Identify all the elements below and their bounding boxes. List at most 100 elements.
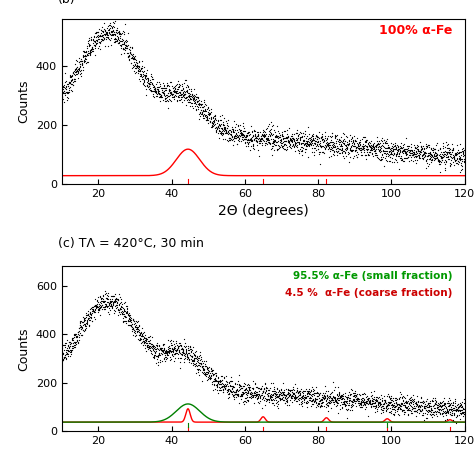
Point [339, 137, 347, 145]
Point [214, 389, 222, 396]
Point [242, 384, 249, 392]
Point [412, 407, 420, 414]
Point [316, 403, 324, 411]
Point [73, 71, 81, 78]
Point [81, 316, 89, 324]
Point [138, 324, 146, 332]
Point [207, 373, 215, 380]
Point [327, 136, 335, 144]
Point [362, 136, 369, 144]
Point [164, 89, 172, 97]
Point [431, 154, 439, 162]
Point [256, 136, 264, 144]
Point [155, 93, 163, 100]
Point [207, 109, 214, 116]
Point [394, 403, 401, 411]
Point [168, 82, 176, 90]
Point [173, 96, 181, 104]
Point [353, 143, 361, 150]
Point [218, 377, 225, 384]
Point [241, 380, 248, 387]
Point [300, 396, 308, 404]
Point [279, 391, 286, 398]
Point [323, 403, 330, 411]
Point [202, 101, 210, 109]
Point [328, 396, 336, 403]
Point [150, 83, 157, 91]
Point [356, 395, 363, 402]
Point [170, 83, 178, 91]
Point [76, 64, 84, 71]
Point [290, 142, 298, 150]
Point [262, 137, 269, 145]
Point [264, 395, 272, 403]
Point [269, 379, 276, 387]
Point [132, 317, 139, 325]
Point [124, 317, 131, 325]
Point [185, 359, 192, 366]
Point [380, 404, 387, 411]
Point [287, 136, 294, 143]
Point [310, 396, 317, 403]
Point [396, 393, 404, 401]
Point [130, 318, 138, 325]
Point [298, 393, 306, 401]
Point [338, 143, 346, 150]
Point [59, 85, 67, 93]
Point [280, 128, 287, 135]
Point [336, 145, 344, 153]
Point [140, 77, 148, 85]
Point [179, 348, 187, 356]
Point [98, 33, 106, 40]
Point [110, 310, 118, 317]
Point [361, 389, 368, 397]
Point [365, 141, 373, 149]
Point [82, 311, 90, 319]
Point [428, 146, 436, 154]
Point [310, 139, 318, 147]
Point [392, 402, 400, 410]
Point [152, 84, 159, 92]
Point [133, 324, 141, 332]
Point [351, 146, 359, 154]
Point [94, 305, 102, 313]
Point [367, 402, 374, 410]
Point [95, 36, 102, 43]
Point [238, 390, 246, 397]
Point [227, 137, 234, 144]
Point [294, 392, 302, 400]
Point [176, 339, 184, 347]
Point [446, 406, 453, 413]
Point [138, 57, 146, 65]
Point [375, 148, 383, 155]
Point [106, 21, 113, 29]
Point [211, 374, 219, 382]
Point [405, 151, 413, 158]
Point [438, 154, 445, 162]
Point [87, 310, 95, 318]
Point [268, 142, 276, 150]
Point [442, 404, 449, 411]
Point [348, 146, 356, 154]
Point [222, 378, 230, 385]
Point [410, 395, 418, 403]
Point [444, 405, 451, 413]
Point [186, 92, 194, 100]
Y-axis label: Counts: Counts [17, 327, 30, 371]
Point [457, 406, 465, 414]
Point [127, 314, 134, 321]
Point [343, 133, 350, 141]
Point [395, 401, 402, 408]
Point [164, 346, 172, 353]
Point [246, 385, 253, 393]
Point [301, 395, 308, 402]
Point [161, 340, 168, 347]
Point [64, 82, 72, 90]
Point [391, 406, 399, 414]
Point [387, 145, 394, 152]
Point [370, 144, 378, 151]
Point [246, 135, 254, 142]
Point [269, 137, 276, 145]
Point [385, 151, 392, 159]
Point [275, 392, 283, 400]
